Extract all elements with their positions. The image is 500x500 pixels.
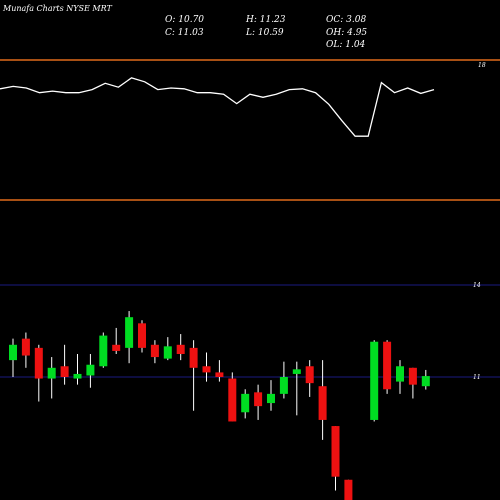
candle-body <box>279 377 288 394</box>
price-tick-label: 11 <box>473 374 481 381</box>
candle-up <box>292 361 301 416</box>
candle-down <box>383 340 392 394</box>
candle-body <box>370 341 379 420</box>
candle-up <box>9 338 17 377</box>
candle-body <box>254 392 263 407</box>
candle-body <box>331 426 340 477</box>
candle-down <box>150 340 159 364</box>
candle-up <box>86 353 95 388</box>
close-stat: C: 11.03 <box>165 28 204 38</box>
candle-up <box>396 360 404 394</box>
candle-body <box>241 393 250 413</box>
candle-down <box>138 320 146 353</box>
candle-down <box>21 332 30 368</box>
oc-stat: OC: 3.08 <box>326 15 366 25</box>
candle-down <box>60 344 69 385</box>
candle-down <box>176 334 185 361</box>
candle-down <box>228 372 237 422</box>
candle-body <box>99 335 108 367</box>
candle-body <box>47 367 56 379</box>
candle-body <box>112 344 121 351</box>
oh-stat: OH: 4.95 <box>326 28 367 38</box>
candle-body <box>86 364 95 376</box>
candle-down <box>344 479 353 500</box>
price-tick-label: 14 <box>473 282 481 289</box>
candle-down <box>215 360 224 382</box>
candle-body <box>421 376 430 387</box>
indicator-tick-label: 18 <box>478 62 486 69</box>
ol-stat: OL: 1.04 <box>326 40 366 50</box>
candle-body <box>215 372 224 377</box>
candle-body <box>305 366 314 384</box>
candle-up <box>47 357 56 399</box>
candle-body <box>34 347 43 379</box>
candle-down <box>408 367 417 399</box>
candle-body <box>383 341 392 390</box>
candle-body <box>21 338 30 356</box>
candle-body <box>267 393 275 404</box>
chart-title: Munafa Charts NYSE MRT <box>2 4 112 13</box>
candle-down <box>189 340 198 411</box>
candle-down <box>254 384 263 420</box>
price-panel: 14 11 <box>0 282 500 500</box>
candle-up <box>163 337 172 361</box>
high-stat: H: 11.23 <box>245 15 286 25</box>
candle-body <box>292 369 301 374</box>
candle-down <box>112 327 121 354</box>
candle-up <box>99 332 108 368</box>
candle-up <box>370 340 379 422</box>
candle-body <box>125 317 134 348</box>
candle-body <box>60 366 69 377</box>
candle-down <box>202 352 211 382</box>
candle-body <box>176 344 185 354</box>
candle-up <box>279 361 288 399</box>
low-stat: L: 10.59 <box>245 28 284 38</box>
candle-down <box>318 360 327 440</box>
candle-down <box>305 360 314 397</box>
candle-down <box>331 426 340 491</box>
candle-body <box>9 344 17 361</box>
candle-body <box>163 346 172 359</box>
candle-down <box>34 344 43 402</box>
candle-body <box>150 344 159 358</box>
candle-body <box>408 367 417 385</box>
candle-up <box>421 369 430 390</box>
candle-up <box>241 389 250 419</box>
candle-body <box>73 373 82 379</box>
candle-body <box>138 323 146 348</box>
candle-up <box>267 380 275 411</box>
candle-up <box>73 353 82 385</box>
open-stat: O: 10.70 <box>165 15 204 25</box>
indicator-panel: 18 <box>0 62 486 137</box>
indicator-line <box>0 77 435 137</box>
candle-body <box>318 386 327 420</box>
candle-up <box>125 311 134 364</box>
candle-body <box>396 366 404 382</box>
candle-body <box>228 378 237 422</box>
candle-body <box>202 366 211 373</box>
candle-body <box>189 347 198 368</box>
candle-body <box>344 479 353 500</box>
